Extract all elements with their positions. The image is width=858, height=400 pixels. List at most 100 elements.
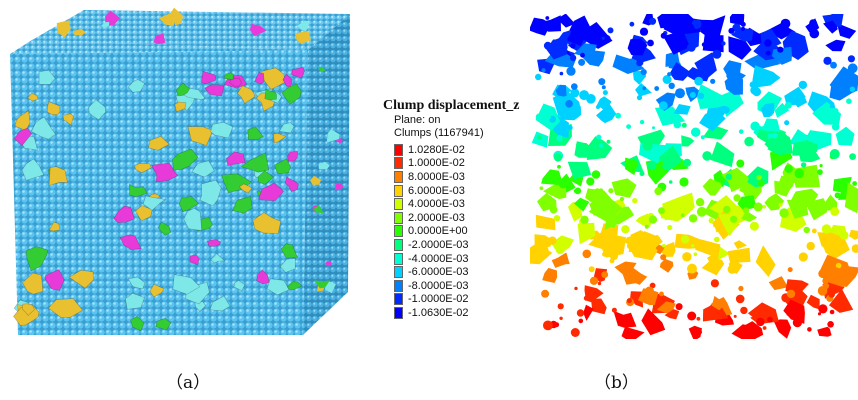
section-sphere xyxy=(569,54,577,62)
section-sphere xyxy=(738,285,744,292)
section-clump xyxy=(761,118,781,132)
section-clump xyxy=(625,157,639,176)
section-sphere xyxy=(749,221,759,231)
section-sphere xyxy=(750,121,760,131)
section-sphere xyxy=(659,291,664,297)
cube-clump xyxy=(207,239,221,247)
section-sphere xyxy=(755,187,759,191)
legend-row: 0.0000E+00 xyxy=(394,225,543,239)
legend-label: 1.0280E-02 xyxy=(408,143,465,156)
section-clump xyxy=(817,326,832,337)
section-sphere xyxy=(687,263,697,274)
section-clump xyxy=(728,36,752,60)
section-clump xyxy=(844,182,858,214)
legend-swatch xyxy=(394,279,403,292)
section-sphere xyxy=(557,303,564,310)
legend-label: -4.0000E-03 xyxy=(408,252,469,265)
cube-clump xyxy=(191,160,215,178)
section-sphere xyxy=(580,52,585,58)
section-clump xyxy=(586,136,613,160)
section-clump xyxy=(589,199,605,216)
section-sphere xyxy=(648,17,657,25)
cube-clump xyxy=(238,183,253,194)
section-sphere xyxy=(696,329,702,335)
section-sphere xyxy=(830,207,840,216)
section-clump xyxy=(621,326,645,339)
section-sphere xyxy=(689,92,696,98)
cube-clump xyxy=(232,196,253,214)
section-clump xyxy=(784,86,806,106)
section-clump xyxy=(588,230,619,250)
cube-clump xyxy=(256,269,270,285)
cube-clump xyxy=(142,195,167,211)
section-sphere xyxy=(708,218,714,224)
legend-swatch xyxy=(394,184,403,197)
section-sphere xyxy=(831,267,841,277)
cube-clump xyxy=(257,170,275,185)
section-clump xyxy=(627,270,648,285)
section-clump xyxy=(755,245,776,277)
section-sphere xyxy=(549,205,558,214)
section-sphere xyxy=(608,188,614,194)
section-sphere xyxy=(660,254,667,261)
section-sphere xyxy=(626,242,634,250)
cube-clump xyxy=(62,113,74,126)
section-sphere xyxy=(690,243,695,248)
section-sphere xyxy=(596,105,600,109)
section-sphere xyxy=(786,289,796,299)
section-sphere xyxy=(626,298,632,304)
section-clump xyxy=(733,240,748,250)
section-sphere xyxy=(733,314,737,318)
cube-clump xyxy=(252,212,282,235)
cube-clump xyxy=(187,126,214,146)
section-sphere xyxy=(591,232,596,236)
section-sphere xyxy=(553,215,561,222)
section-sphere xyxy=(807,327,812,332)
section-clump xyxy=(583,304,594,321)
section-sphere xyxy=(602,90,608,96)
cube-clump xyxy=(318,161,330,170)
section-sphere xyxy=(636,95,643,101)
section-sphere xyxy=(833,108,839,114)
legend-label: 0.0000E+00 xyxy=(408,225,468,238)
section-clump xyxy=(623,235,649,249)
section-sphere xyxy=(621,225,630,234)
section-sphere xyxy=(639,171,645,177)
section-sphere xyxy=(721,41,726,46)
cube-clump xyxy=(68,269,95,289)
section-sphere xyxy=(784,164,793,173)
section-clump xyxy=(741,210,758,222)
cube-clump xyxy=(38,69,56,85)
section-sphere xyxy=(580,215,589,224)
particle-cube-render xyxy=(10,7,350,335)
section-sphere xyxy=(667,224,673,231)
section-sphere xyxy=(817,169,823,176)
section-sphere xyxy=(673,120,682,129)
section-sphere xyxy=(740,21,746,27)
section-sphere xyxy=(611,238,619,246)
cube-clump xyxy=(314,205,324,214)
section-sphere xyxy=(851,244,858,253)
section-sphere xyxy=(611,224,616,228)
section-sphere xyxy=(688,214,698,223)
cube-clump xyxy=(183,208,202,231)
cube-clump xyxy=(258,182,285,202)
section-sphere xyxy=(740,306,748,315)
cube-clump xyxy=(125,292,145,310)
section-clump xyxy=(812,101,841,125)
section-sphere xyxy=(828,291,835,298)
section-sphere xyxy=(615,112,621,119)
cube-clump xyxy=(189,254,200,266)
section-sphere xyxy=(668,180,673,184)
section-sphere xyxy=(596,134,602,140)
legend-swatch xyxy=(394,252,403,265)
section-sphere xyxy=(733,194,741,202)
cube-clump xyxy=(25,246,49,272)
section-sphere xyxy=(818,269,828,278)
section-sphere xyxy=(784,101,792,109)
section-sphere xyxy=(810,245,815,250)
cube-clump xyxy=(287,151,298,162)
section-sphere xyxy=(597,281,602,286)
section-sphere xyxy=(742,207,750,214)
cube-clump xyxy=(264,89,277,101)
